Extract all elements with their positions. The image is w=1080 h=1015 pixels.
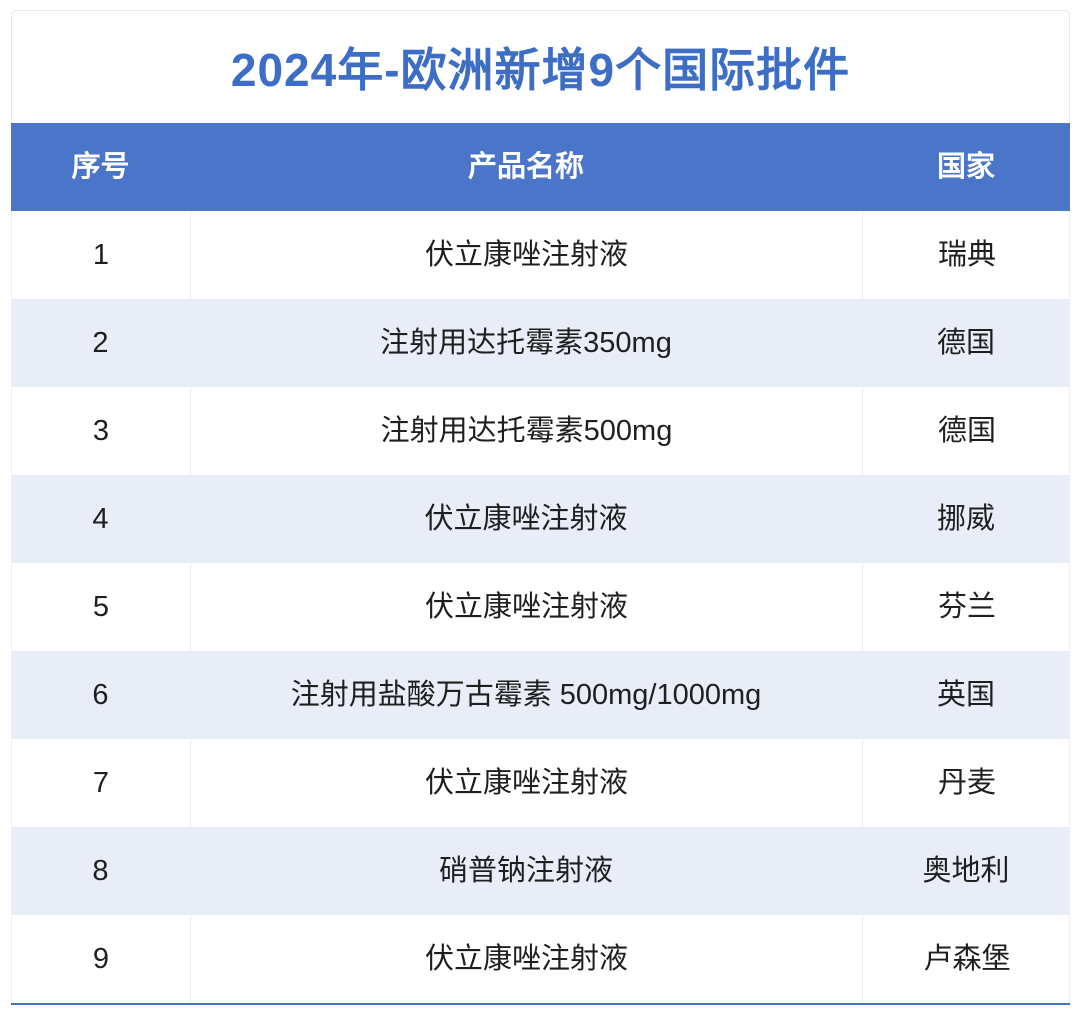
table-row: 2 注射用达托霉素350mg 德国 [11, 299, 1070, 387]
table-header-row: 序号 产品名称 国家 [11, 123, 1070, 211]
row-country: 卢森堡 [923, 942, 1011, 975]
row-no: 6 [92, 678, 109, 711]
row-product: 伏立康唑注射液 [191, 211, 863, 299]
row-country: 德国 [936, 326, 995, 359]
row-country: 英国 [936, 678, 995, 711]
table-row: 1 伏立康唑注射液 瑞典 [11, 211, 1070, 299]
row-country: 瑞典 [937, 238, 996, 271]
row-no: 3 [12, 387, 191, 475]
row-product: 伏立康唑注射液 [191, 563, 863, 651]
row-no: 8 [92, 854, 109, 887]
table-title-bar: 2024年-欧洲新增9个国际批件 [11, 10, 1070, 123]
row-product: 硝普钠注射液 [438, 854, 613, 887]
row-no: 9 [12, 915, 191, 1003]
table-row: 7 伏立康唑注射液 丹麦 [11, 739, 1070, 827]
column-header-product: 产品名称 [467, 150, 584, 183]
row-no: 2 [92, 326, 109, 359]
row-no: 4 [92, 502, 109, 535]
table-row: 5 伏立康唑注射液 芬兰 [11, 563, 1070, 651]
table-row: 9 伏立康唑注射液 卢森堡 [11, 915, 1070, 1003]
row-product: 注射用盐酸万古霉素 500mg/1000mg [290, 678, 762, 711]
row-country: 挪威 [936, 502, 995, 535]
table-title: 2024年-欧洲新增9个国际批件 [230, 44, 851, 96]
table-row: 8 硝普钠注射液 奥地利 [11, 827, 1070, 915]
row-country: 芬兰 [937, 590, 996, 623]
row-product: 注射用达托霉素350mg [380, 326, 672, 359]
row-no: 5 [12, 563, 191, 651]
row-country: 德国 [937, 414, 996, 447]
row-no: 7 [12, 739, 191, 827]
row-product: 伏立康唑注射液 [191, 915, 863, 1003]
row-no: 1 [12, 211, 191, 299]
table-row: 3 注射用达托霉素500mg 德国 [11, 387, 1070, 475]
table-row: 4 伏立康唑注射液 挪威 [11, 475, 1070, 563]
row-product: 伏立康唑注射液 [424, 502, 628, 535]
row-product: 伏立康唑注射液 [191, 739, 863, 827]
row-country: 丹麦 [937, 766, 996, 799]
approvals-table-card: 2024年-欧洲新增9个国际批件 序号 产品名称 国家 1 伏立康唑注射液 瑞典… [11, 10, 1070, 1005]
table-row: 6 注射用盐酸万古霉素 500mg/1000mg 英国 [11, 651, 1070, 739]
table-bottom-border [11, 1003, 1070, 1005]
row-product: 注射用达托霉素500mg [191, 387, 863, 475]
column-header-no: 序号 [71, 150, 130, 183]
row-country: 奥地利 [922, 854, 1010, 887]
column-header-country: 国家 [936, 150, 995, 183]
